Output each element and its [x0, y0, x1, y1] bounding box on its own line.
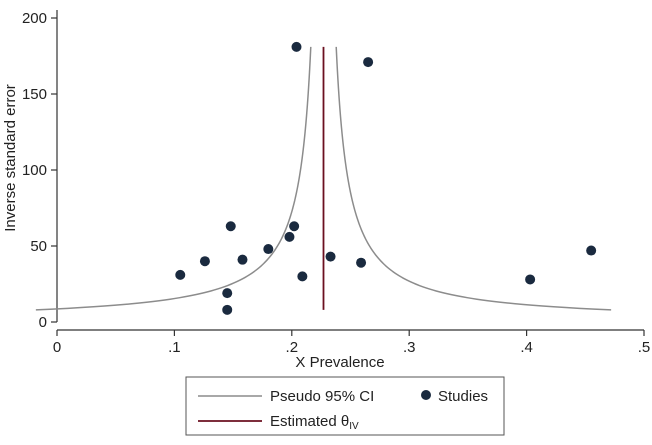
study-point — [222, 288, 233, 299]
study-point — [225, 221, 236, 232]
x-tick-label: .4 — [520, 339, 533, 356]
y-tick-label: 200 — [22, 10, 47, 27]
study-points — [175, 41, 597, 315]
study-point — [237, 254, 248, 265]
x-tick-label: .3 — [403, 339, 416, 356]
study-point — [363, 57, 374, 68]
study-point — [199, 256, 210, 267]
legend-studies-label: Studies — [438, 388, 488, 405]
y-ticks: 0 50 100 150 200 — [22, 10, 57, 331]
y-tick-label: 50 — [30, 238, 47, 255]
y-axis-label: Inverse standard error — [2, 84, 19, 232]
x-ticks: 0 .1 .2 .3 .4 .5 — [53, 330, 650, 356]
pseudo-ci-left-curve — [35, 46, 312, 311]
study-point — [289, 221, 300, 232]
y-tick-label: 0 — [39, 314, 47, 331]
legend-ci-label: Pseudo 95% CI — [270, 388, 374, 405]
legend: Pseudo 95% CI Studies Estimated θIV — [185, 376, 505, 436]
y-tick-label: 100 — [22, 162, 47, 179]
study-point — [263, 244, 274, 255]
study-point — [525, 274, 536, 285]
axes — [56, 10, 644, 331]
legend-box — [185, 376, 505, 436]
legend-estimate-label: Estimated θIV — [270, 413, 359, 432]
x-tick-label: .2 — [286, 339, 299, 356]
study-point — [291, 41, 302, 52]
x-tick-label: 0 — [53, 339, 61, 356]
x-tick-label: .5 — [638, 339, 651, 356]
pseudo-ci-right-curve — [335, 46, 612, 311]
study-point — [175, 269, 186, 280]
study-point — [325, 251, 336, 262]
study-point — [356, 257, 367, 268]
x-tick-label: .1 — [168, 339, 181, 356]
y-tick-label: 150 — [22, 86, 47, 103]
x-axis-label: X Prevalence — [295, 354, 384, 371]
study-point — [222, 304, 233, 315]
legend-estimate-text: Estimated θ — [270, 413, 349, 430]
study-point — [297, 271, 308, 282]
legend-estimate-subscript: IV — [349, 421, 359, 432]
legend-studies-swatch — [421, 390, 431, 400]
study-point — [284, 231, 295, 242]
study-point — [586, 245, 597, 256]
